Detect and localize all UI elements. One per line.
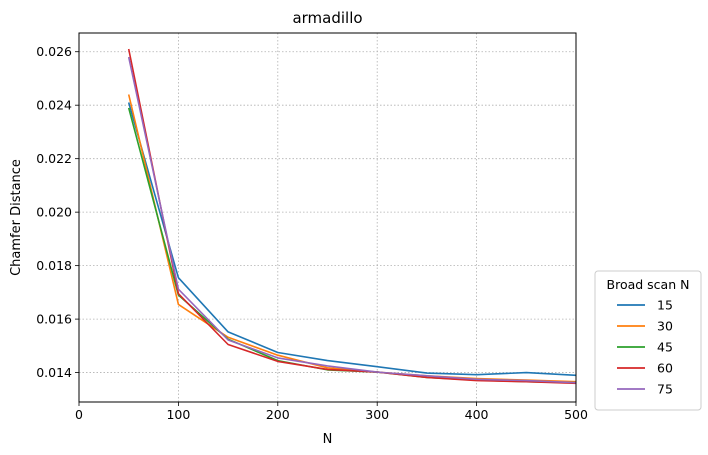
chart-title: armadillo — [292, 9, 362, 27]
y-tick-label: 0.022 — [36, 151, 72, 166]
y-axis-ticks: 0.014 0.016 0.018 0.020 0.022 0.024 0.026 — [36, 44, 79, 380]
legend-label: 75 — [657, 382, 673, 397]
plot-frame — [78, 32, 577, 403]
legend-label: 45 — [657, 340, 673, 355]
x-tick-label: 400 — [465, 407, 489, 422]
x-axis-label: N — [323, 432, 333, 447]
legend-label: 15 — [657, 298, 673, 313]
y-tick-label: 0.024 — [36, 98, 72, 113]
y-tick-label: 0.026 — [36, 44, 72, 59]
legend-label: 30 — [657, 319, 673, 334]
x-tick-label: 100 — [166, 407, 190, 422]
y-axis-label: Chamfer Distance — [9, 159, 24, 276]
legend-items: 15 30 45 60 75 — [617, 298, 673, 397]
x-tick-label: 200 — [266, 407, 290, 422]
y-tick-label: 0.014 — [36, 365, 72, 380]
x-tick-label: 300 — [365, 407, 389, 422]
legend: Broad scan N 15 30 45 60 75 — [594, 270, 702, 411]
grid — [78, 33, 577, 402]
legend-label: 60 — [657, 361, 673, 376]
x-tick-label: 0 — [75, 407, 83, 422]
series-line-15 — [127, 102, 577, 377]
y-tick-label: 0.016 — [36, 312, 72, 327]
x-tick-label: 500 — [564, 407, 588, 422]
series-lines — [127, 48, 577, 385]
legend-title: Broad scan N — [607, 277, 690, 292]
series-line-60 — [127, 48, 577, 385]
y-tick-label: 0.018 — [36, 258, 72, 273]
y-tick-label: 0.020 — [36, 205, 72, 220]
series-line-75 — [127, 56, 577, 384]
x-axis-ticks: 0 100 200 300 400 500 — [75, 402, 588, 422]
